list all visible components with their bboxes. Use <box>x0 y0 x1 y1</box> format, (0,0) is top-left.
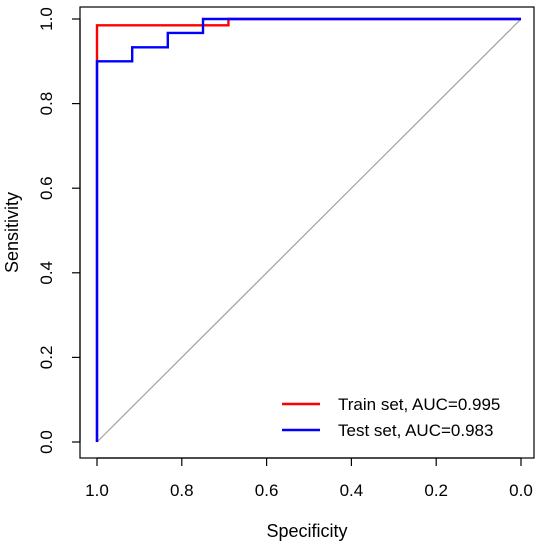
x-axis-title: Specificity <box>266 521 347 541</box>
legend-label-2: Test set, AUC=0.983 <box>338 421 493 440</box>
x-axis: 1.0 0.8 0.6 0.4 0.2 0.0 <box>85 457 533 500</box>
x-tick-label: 0.2 <box>424 481 448 500</box>
x-tick-label: 0.0 <box>509 481 533 500</box>
y-tick-label: 0.0 <box>37 430 56 454</box>
x-tick-label: 0.4 <box>340 481 364 500</box>
x-tick-label: 1.0 <box>85 481 109 500</box>
y-tick-label: 0.2 <box>37 346 56 370</box>
series-line-2 <box>95 17 521 442</box>
y-axis: 0.0 0.2 0.4 0.6 0.8 1.0 <box>37 7 81 454</box>
series-layer <box>95 17 521 442</box>
legend: Train set, AUC=0.995 Test set, AUC=0.983 <box>282 395 500 440</box>
y-tick-label: 0.6 <box>37 176 56 200</box>
y-tick-label: 0.8 <box>37 92 56 116</box>
legend-label-1: Train set, AUC=0.995 <box>338 395 500 414</box>
y-axis-title: Sensitivity <box>2 192 22 273</box>
y-tick-label: 0.4 <box>37 261 56 285</box>
reference-diagonal-line <box>96 18 522 443</box>
plot-layer <box>79 6 535 459</box>
x-tick-label: 0.6 <box>255 481 279 500</box>
x-tick-label: 0.8 <box>170 481 194 500</box>
y-tick-label: 1.0 <box>37 7 56 31</box>
